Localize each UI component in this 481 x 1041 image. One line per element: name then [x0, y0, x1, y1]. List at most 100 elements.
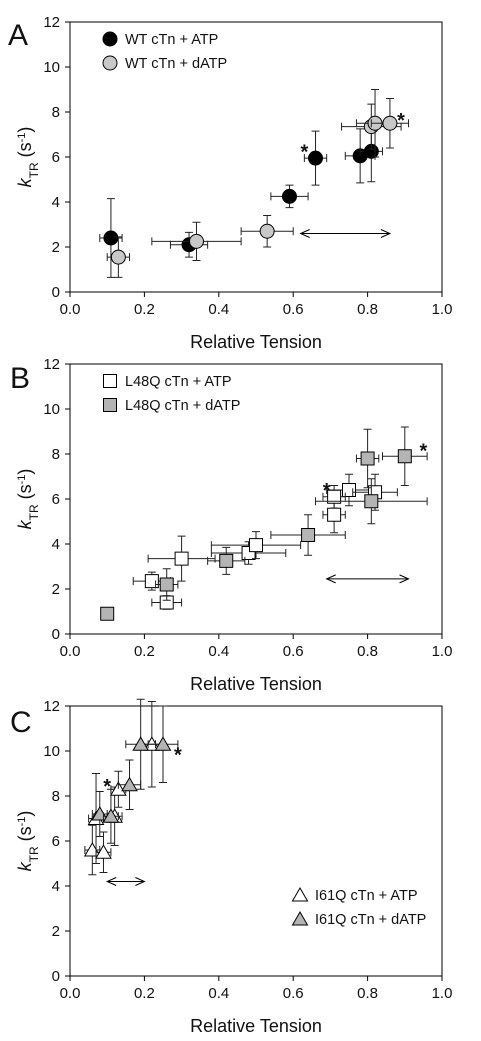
- arrow-head-left: [325, 574, 336, 584]
- y-axis-title-part: TR: [27, 504, 41, 520]
- data-point: [102, 788, 120, 844]
- data-point: [210, 531, 302, 560]
- legend-marker: [102, 55, 118, 71]
- y-tick-label: 2: [52, 581, 60, 598]
- y-axis-title-part: ): [15, 127, 35, 133]
- point-marker: [360, 451, 375, 466]
- x-tick-label: 1.0: [432, 985, 453, 1002]
- significance-asterisk: *: [420, 441, 428, 463]
- point-marker: [144, 574, 159, 589]
- data-point: [270, 184, 309, 209]
- data-point: [381, 426, 428, 486]
- data-point: [106, 236, 131, 278]
- x-tick-label: 0.0: [60, 643, 81, 660]
- data-point: [155, 568, 179, 601]
- point-marker: [219, 553, 234, 568]
- legend-label: WT cTn + dATP: [125, 56, 227, 72]
- point-marker: [327, 489, 342, 504]
- y-tick-label: 0: [52, 968, 60, 985]
- legend-marker: [103, 398, 117, 412]
- x-tick-label: 0.2: [134, 643, 155, 660]
- y-tick-label: 12: [43, 14, 60, 31]
- panel-b: 0.0 0.2 0.4 0.6 0.8 1.0 0 2 4 6 8 10 12 B Relative Ten…: [10, 356, 452, 694]
- y-tick-label: 10: [43, 401, 60, 418]
- y-axis-title-part: TR: [27, 162, 41, 178]
- point-marker: [308, 150, 324, 166]
- point-marker: [132, 736, 150, 751]
- legend-marker: [102, 31, 118, 47]
- double-arrow: [105, 877, 146, 886]
- y-axis-title-part: ): [15, 811, 35, 817]
- data-point: [83, 824, 101, 876]
- x-tick-label: 0.4: [208, 985, 229, 1002]
- arrow-head-right: [399, 574, 410, 584]
- y-axis-title-part: k: [15, 861, 35, 871]
- y-tick-label: 0: [52, 626, 60, 643]
- legend-marker: [103, 374, 117, 388]
- y-axis-title-part: (s: [15, 826, 35, 846]
- point-marker: [121, 776, 138, 792]
- panel-letter: C: [10, 706, 32, 739]
- y-tick-label: 4: [52, 878, 60, 895]
- x-tick-label: 0.0: [60, 985, 81, 1002]
- y-tick-label: 8: [52, 104, 60, 121]
- y-tick-label: 8: [52, 446, 60, 463]
- data-point: [270, 514, 346, 556]
- significance-asterisk: *: [174, 744, 182, 766]
- arrow-head-right: [380, 229, 392, 238]
- y-tick-label: 8: [52, 788, 60, 805]
- data-point: [240, 215, 294, 248]
- panel-letter: B: [10, 362, 30, 395]
- data-point: [117, 759, 142, 810]
- legend-label: L48Q cTn + ATP: [125, 374, 232, 390]
- legend-marker: [291, 910, 309, 926]
- point-marker: [281, 188, 297, 204]
- point-marker: [382, 115, 398, 131]
- x-tick-label: 0.8: [357, 643, 378, 660]
- y-tick-label: 4: [52, 536, 60, 553]
- x-tick-label: 0.4: [208, 643, 229, 660]
- y-tick-label: 6: [52, 149, 60, 166]
- x-tick-label: 1.0: [432, 643, 453, 660]
- panel-letter: A: [8, 19, 28, 52]
- y-axis-title-part: (s: [15, 484, 35, 504]
- y-axis-title-part: TR: [27, 846, 41, 862]
- y-tick-label: 6: [52, 833, 60, 850]
- x-axis-title: Relative Tension: [190, 674, 322, 694]
- point-marker: [100, 606, 115, 621]
- point-marker: [188, 233, 204, 249]
- legend-label: L48Q cTn + dATP: [125, 398, 240, 414]
- legend-label: I61Q cTn + ATP: [315, 888, 417, 904]
- arrow-head-left: [105, 877, 117, 886]
- point-marker: [174, 551, 189, 566]
- point-marker: [249, 538, 263, 553]
- data-point: [370, 98, 410, 149]
- y-tick-label: 12: [43, 356, 60, 373]
- arrow-head-left: [299, 229, 310, 238]
- point-marker: [364, 494, 379, 509]
- point-marker: [327, 507, 342, 522]
- data-point: [125, 698, 157, 790]
- y-axis-title: kTR (s-1): [15, 469, 41, 530]
- significance-asterisk: *: [300, 141, 308, 163]
- significance-asterisk: *: [323, 480, 331, 502]
- data-point: [151, 221, 242, 261]
- point-marker: [342, 483, 356, 497]
- panel-a: 0.0 0.2 0.4 0.6 0.8 1.0 0 2 4 6 8 10 12 A Relative Ten…: [8, 14, 452, 352]
- data-point: [207, 546, 246, 575]
- x-tick-label: 1.0: [432, 301, 453, 318]
- legend-marker: [291, 886, 309, 902]
- legend-label: I61Q cTn + dATP: [315, 912, 426, 928]
- y-axis-title-part: -1: [16, 475, 28, 485]
- y-tick-label: 4: [52, 194, 60, 211]
- legend: I61Q cTn + ATP I61Q cTn + dATP: [291, 886, 426, 928]
- y-axis-title-part: -1: [16, 133, 28, 143]
- y-tick-label: 10: [43, 743, 60, 760]
- data-point: [322, 485, 346, 509]
- arrow-head-right: [135, 877, 146, 886]
- x-axis-title: Relative Tension: [190, 332, 322, 352]
- x-tick-label: 0.2: [134, 985, 155, 1002]
- y-tick-label: 6: [52, 491, 60, 508]
- point-marker: [159, 577, 174, 592]
